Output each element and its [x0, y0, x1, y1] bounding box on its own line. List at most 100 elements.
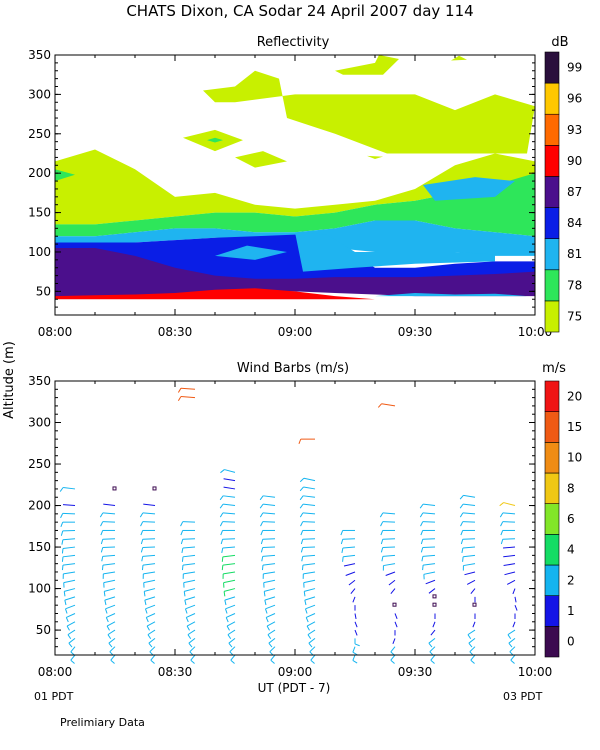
- wind-barb: [508, 637, 516, 644]
- wind-barb: [62, 538, 76, 541]
- reflectivity-layer-75: [55, 149, 535, 225]
- reflectivity-patch: [203, 70, 535, 154]
- wind-barb-feather: [381, 556, 384, 562]
- wind-barb-feather: [144, 608, 148, 614]
- wind-barb: [184, 588, 196, 592]
- wind-barb-feather: [187, 634, 192, 640]
- wind-barb: [514, 604, 518, 611]
- wind-barb: [224, 469, 236, 473]
- wind-barb-feather: [266, 625, 270, 631]
- wind-barb-feather: [270, 659, 275, 664]
- wind-barb: [470, 588, 476, 595]
- wind-barb: [467, 629, 476, 636]
- colorbar-label: 84: [567, 216, 582, 230]
- wind-barb: [381, 403, 396, 407]
- colorbar-swatch: [544, 626, 560, 658]
- wind-barb-feather: [99, 512, 104, 518]
- wind-barb: [430, 654, 436, 661]
- wind-barb: [309, 646, 316, 653]
- wind-barb: [70, 646, 76, 653]
- wind-barb-feather: [299, 495, 304, 501]
- wind-barb-feather: [181, 556, 184, 562]
- wind-barb-feather: [260, 521, 264, 527]
- wind-barb-feather: [461, 547, 464, 554]
- wind-barb: [180, 387, 196, 390]
- reflectivity-layer-90: [55, 288, 535, 300]
- wind-barb-feather: [263, 591, 266, 597]
- wind-barb-feather: [61, 548, 64, 554]
- colorbar-label: 8: [567, 481, 575, 495]
- wind-barb: [143, 579, 156, 584]
- wind-barb: [62, 504, 76, 507]
- wind-barb-feather: [340, 530, 344, 536]
- wind-barb-feather: [219, 495, 224, 501]
- wind-barb: [145, 604, 156, 610]
- wind-barb: [262, 512, 276, 515]
- wind-barb: [189, 646, 196, 653]
- wind-barb: [227, 629, 236, 636]
- wind-barb: [422, 512, 436, 515]
- colorbar-swatch: [544, 380, 560, 412]
- wind-column: [99, 486, 117, 664]
- wind-barb: [303, 579, 316, 584]
- colorbar-label: 6: [567, 512, 575, 526]
- wind-barb: [352, 596, 356, 603]
- wind-barb-feather: [306, 625, 310, 631]
- wind-barb-feather: [268, 642, 273, 648]
- wind-column: [219, 469, 236, 664]
- wind-barb-feather: [379, 512, 384, 518]
- colorbar-swatch: [544, 145, 560, 177]
- wind-barb-feather: [68, 642, 73, 648]
- wind-barb: [223, 588, 236, 592]
- y-tick-label: 200: [28, 166, 51, 180]
- y-tick-label: 50: [36, 623, 51, 637]
- wind-barb: [263, 495, 276, 498]
- reflectivity-patch: [55, 169, 75, 182]
- y-tick-label: 200: [28, 499, 51, 513]
- reflectivity-layer-87: [55, 248, 535, 298]
- wind-barb: [62, 546, 76, 550]
- wind-barb-feather: [103, 591, 106, 597]
- wind-barb-feather: [219, 503, 224, 509]
- wind-barb: [107, 629, 116, 636]
- y-axis-label: Altitude (m): [2, 341, 17, 419]
- wind-barb-feather: [460, 530, 464, 536]
- wind-barb: [345, 571, 356, 576]
- wind-barb-feather: [230, 659, 235, 664]
- colorbar-swatch: [544, 534, 560, 566]
- wind-barb-feather: [259, 512, 264, 518]
- wind-barb: [104, 596, 116, 601]
- wind-barb-feather: [260, 539, 264, 545]
- wind-barb-feather: [64, 599, 67, 606]
- wind-barb: [306, 621, 316, 627]
- wind-barb-feather: [104, 608, 108, 614]
- reflectivity-patch: [215, 245, 287, 260]
- x-tick-label: 09:30: [398, 665, 433, 679]
- wind-barb: [182, 563, 196, 566]
- wind-barb-feather: [141, 565, 144, 571]
- wind-barb-feather: [377, 403, 382, 408]
- wind-barb: [304, 596, 316, 601]
- wind-barb: [348, 579, 356, 586]
- wind-barb: [146, 613, 156, 618]
- wind-barb-feather: [60, 521, 64, 527]
- wind-barb: [223, 495, 236, 498]
- wind-barb: [507, 629, 516, 636]
- wind-barb-feather: [341, 547, 344, 554]
- wind-barb: [302, 563, 316, 566]
- wind-barb: [229, 646, 236, 653]
- wind-barb: [142, 563, 156, 566]
- wind-barb-feather: [226, 625, 230, 631]
- wind-barb: [509, 646, 516, 653]
- start-date-label: 01 PDT: [34, 690, 74, 703]
- wind-barb-feather: [459, 495, 464, 500]
- wind-barb: [224, 596, 236, 601]
- wind-barb-feather: [220, 530, 224, 536]
- wind-barb: [269, 646, 276, 653]
- wind-barb-feather: [301, 565, 304, 571]
- wind-column: [298, 438, 316, 664]
- wind-barb: [142, 512, 156, 515]
- wind-barb: [142, 554, 156, 557]
- wind-barb: [63, 571, 76, 575]
- wind-barb: [104, 588, 116, 592]
